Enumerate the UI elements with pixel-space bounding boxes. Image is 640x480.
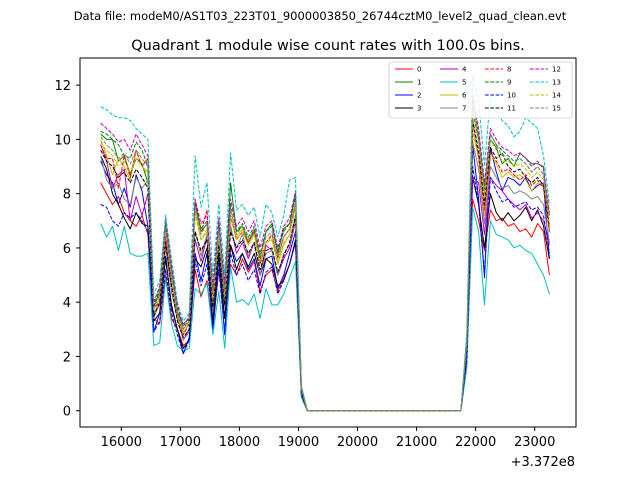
y-tick-label: 6 [63, 242, 71, 257]
y-tick-label: 8 [63, 188, 71, 203]
legend-label-6: 6 [462, 92, 467, 100]
x-tick-label: 21000 [396, 435, 437, 450]
x-tick-label: 16000 [101, 435, 142, 450]
x-offset-label: +3.372e8 [511, 455, 575, 470]
chart-title: Quadrant 1 module wise count rates with … [131, 38, 525, 54]
x-tick-label: 18000 [219, 435, 260, 450]
legend-label-7: 7 [462, 105, 466, 113]
legend-label-15: 15 [552, 105, 561, 113]
legend-label-12: 12 [552, 66, 561, 74]
y-tick-label: 4 [63, 296, 71, 311]
y-tick-label: 12 [54, 79, 71, 94]
x-tick-label: 17000 [160, 435, 201, 450]
legend-label-9: 9 [507, 79, 511, 87]
legend-label-2: 2 [417, 92, 421, 100]
series-group [100, 73, 550, 412]
legend-frame [388, 61, 573, 119]
x-tick-label: 19000 [278, 435, 319, 450]
legend-label-4: 4 [462, 66, 467, 74]
legend-label-3: 3 [417, 105, 421, 113]
x-tick-label: 22000 [455, 435, 496, 450]
axes-frame [79, 57, 577, 428]
y-tick-label: 0 [63, 405, 71, 420]
y-tick-label: 10 [54, 133, 71, 148]
x-axis: 16000 17000 18000 19000 20000 21000 22000 23000 [101, 427, 555, 450]
legend-label-0: 0 [417, 66, 421, 74]
legend-label-14: 14 [552, 92, 561, 100]
x-tick-label: 23000 [514, 435, 555, 450]
x-tick-label: 20000 [337, 435, 378, 450]
legend-label-11: 11 [507, 105, 516, 113]
series-line-11 [100, 119, 550, 412]
legend-label-5: 5 [462, 79, 466, 87]
chart-suptitle: Data file: modeM0/AS1T03_223T01_90000038… [74, 9, 567, 23]
legend-label-1: 1 [417, 79, 421, 87]
legend-label-8: 8 [507, 66, 511, 74]
legend-label-13: 13 [552, 79, 561, 87]
y-tick-label: 2 [63, 350, 71, 365]
y-axis: 0 2 4 6 8 10 12 [54, 79, 80, 420]
legend-label-10: 10 [507, 92, 516, 100]
